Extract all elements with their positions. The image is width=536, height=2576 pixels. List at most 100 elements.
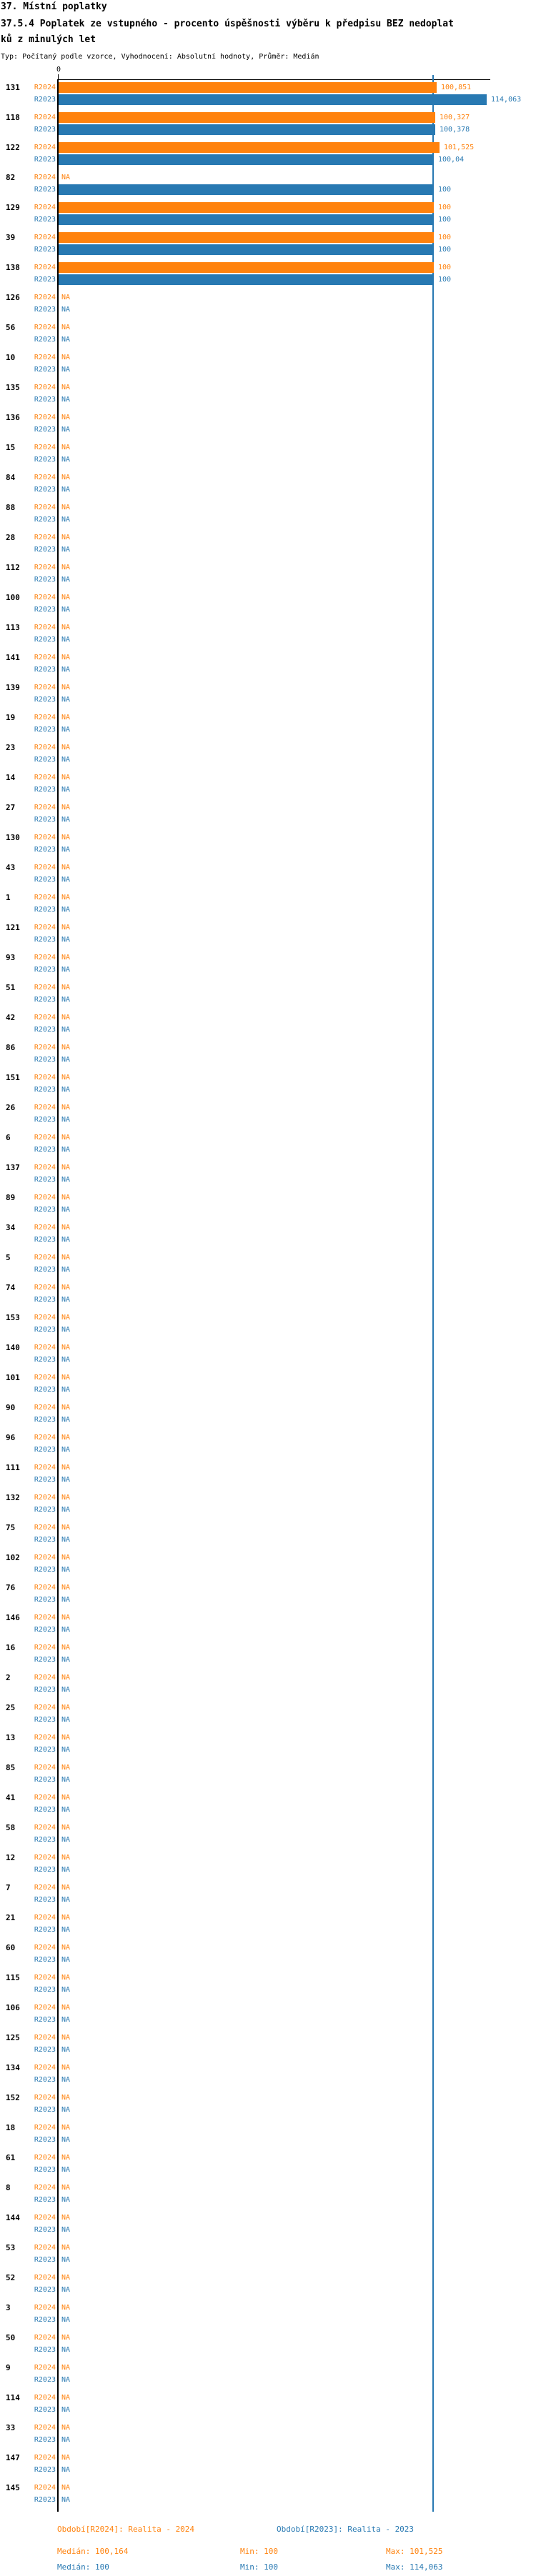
series-tag: R2024 — [34, 474, 56, 481]
series-tag: R2023 — [34, 1746, 56, 1754]
series-tag: R2023 — [34, 606, 56, 614]
stat-max-r2024: Max: 101,525 — [386, 2547, 443, 2556]
category-label: 114 — [6, 2393, 20, 2402]
series-tag: R2023 — [34, 726, 56, 734]
na-label: NA — [61, 2274, 71, 2282]
na-label: NA — [61, 414, 71, 421]
series-tag: R2023 — [34, 546, 56, 554]
bar — [59, 244, 434, 255]
na-label: NA — [61, 1386, 71, 1394]
series-tag: R2023 — [34, 1716, 56, 1724]
x-axis-zero-tick — [58, 74, 59, 79]
na-label: NA — [61, 696, 71, 704]
na-label: NA — [61, 1716, 71, 1724]
na-label: NA — [61, 984, 71, 992]
category-label: 34 — [6, 1223, 16, 1232]
series-tag: R2023 — [34, 2166, 56, 2174]
series-tag: R2023 — [34, 1506, 56, 1514]
series-tag: R2024 — [34, 1104, 56, 1112]
na-label: NA — [61, 2094, 71, 2102]
category-label: 25 — [6, 1703, 16, 1712]
na-label: NA — [61, 1176, 71, 1184]
legend-r2023: Období[R2023]: Realita - 2023 — [277, 2525, 415, 2534]
na-label: NA — [61, 2484, 71, 2492]
na-label: NA — [61, 1044, 71, 1052]
series-tag: R2024 — [34, 1494, 56, 1502]
category-label: 39 — [6, 233, 16, 242]
na-label: NA — [61, 1146, 71, 1154]
category-label: 102 — [6, 1553, 20, 1562]
na-label: NA — [61, 1494, 71, 1502]
bar — [59, 124, 435, 135]
bar — [59, 214, 434, 225]
na-label: NA — [61, 1614, 71, 1622]
series-tag: R2023 — [34, 486, 56, 494]
na-label: NA — [61, 2454, 71, 2462]
series-tag: R2023 — [34, 1956, 56, 1964]
na-label: NA — [61, 2136, 71, 2144]
series-tag: R2023 — [34, 156, 56, 164]
series-tag: R2024 — [34, 1974, 56, 1982]
na-label: NA — [61, 1746, 71, 1754]
series-tag: R2023 — [34, 876, 56, 884]
series-tag: R2024 — [34, 2304, 56, 2312]
series-tag: R2024 — [34, 2004, 56, 2012]
na-label: NA — [61, 1284, 71, 1292]
na-label: NA — [61, 2034, 71, 2042]
category-label: 118 — [6, 113, 20, 122]
na-label: NA — [61, 1764, 71, 1772]
series-tag: R2024 — [34, 2364, 56, 2372]
na-label: NA — [61, 2124, 71, 2132]
category-label: 96 — [6, 1433, 16, 1442]
category-label: 145 — [6, 2483, 20, 2492]
na-label: NA — [61, 816, 71, 824]
na-label: NA — [61, 1164, 71, 1172]
series-tag: R2024 — [34, 1824, 56, 1832]
series-tag: R2024 — [34, 1074, 56, 1082]
series-tag: R2023 — [34, 1026, 56, 1034]
na-label: NA — [61, 774, 71, 782]
series-tag: R2024 — [34, 1914, 56, 1922]
series-tag: R2024 — [34, 1404, 56, 1412]
category-label: 15 — [6, 443, 16, 452]
na-label: NA — [61, 1026, 71, 1034]
value-label: 100 — [438, 276, 452, 284]
category-label: 52 — [6, 2273, 16, 2282]
na-label: NA — [61, 1866, 71, 1874]
series-tag: R2024 — [34, 354, 56, 361]
series-tag: R2023 — [34, 1356, 56, 1364]
series-tag: R2023 — [34, 1206, 56, 1214]
na-label: NA — [61, 1536, 71, 1544]
series-tag: R2023 — [34, 696, 56, 704]
na-label: NA — [61, 2166, 71, 2174]
series-tag: R2023 — [34, 516, 56, 524]
na-label: NA — [61, 2226, 71, 2234]
na-label: NA — [61, 486, 71, 494]
category-label: 129 — [6, 203, 20, 212]
category-label: 132 — [6, 1493, 20, 1502]
na-label: NA — [61, 1626, 71, 1634]
category-label: 56 — [6, 323, 16, 332]
na-label: NA — [61, 1944, 71, 1952]
series-tag: R2023 — [34, 2136, 56, 2144]
category-label: 5 — [6, 1253, 11, 1262]
value-label: 100 — [438, 264, 452, 271]
series-tag: R2023 — [34, 1776, 56, 1784]
series-tag: R2024 — [34, 84, 56, 91]
na-label: NA — [61, 534, 71, 541]
na-label: NA — [61, 654, 71, 662]
na-label: NA — [61, 1116, 71, 1124]
series-tag: R2023 — [34, 2106, 56, 2114]
series-tag: R2023 — [34, 1146, 56, 1154]
series-tag: R2023 — [34, 1086, 56, 1094]
series-tag: R2024 — [34, 2334, 56, 2342]
category-label: 85 — [6, 1763, 16, 1772]
series-tag: R2024 — [34, 2454, 56, 2462]
category-label: 141 — [6, 653, 20, 662]
category-label: 111 — [6, 1463, 20, 1472]
na-label: NA — [61, 504, 71, 511]
series-tag: R2023 — [34, 1476, 56, 1484]
series-tag: R2023 — [34, 1566, 56, 1574]
na-label: NA — [61, 1464, 71, 1472]
category-label: 147 — [6, 2453, 20, 2462]
